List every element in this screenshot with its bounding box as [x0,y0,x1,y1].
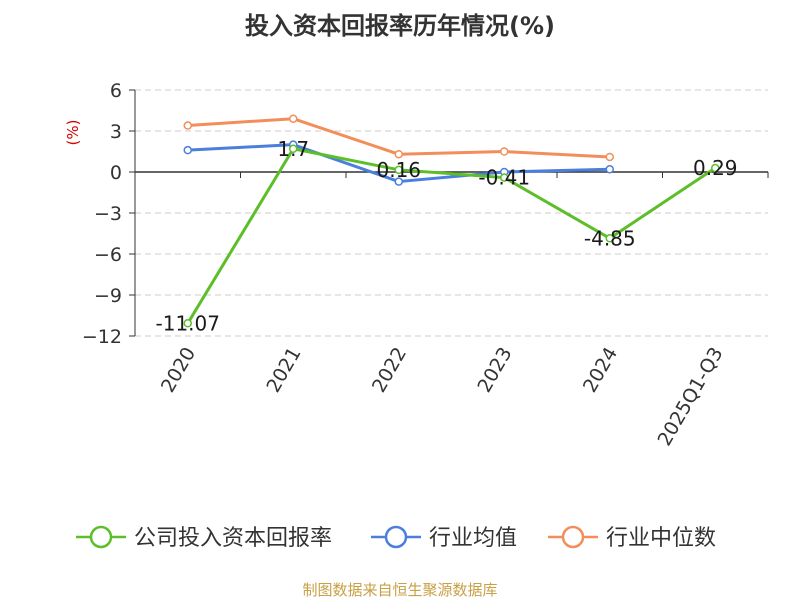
data-point [394,177,403,186]
y-tick-label: −6 [94,244,122,266]
data-point [605,165,614,174]
data-point [394,165,403,175]
axis-layer: 6 3 0 −3 −6 −9 −12 (%) 2020 2021 2022 2023 2024 2025Q… [64,80,769,450]
data-point [183,319,192,328]
data-point [183,145,192,155]
x-tick-label: 2023 [473,344,516,397]
series-layer [183,114,720,328]
y-tick-label: −12 [82,326,122,348]
data-label: 0.29 [693,156,738,180]
data-label: -11.07 [156,311,220,335]
data-label: 1.7 [277,137,309,161]
data-point [500,147,509,156]
legend: 公司投入资本回报率 行业均值 行业中位数 [76,525,716,551]
legend-label: 公司投入资本回报率 [134,526,332,551]
chart-title: 投入资本回报率历年情况(%) [245,12,555,40]
data-point [605,152,614,162]
legend-swatch-marker [561,525,585,549]
x-tick-label: 2022 [368,344,411,397]
y-axis-label: (%) [64,120,82,146]
data-point [605,234,614,243]
y-tick-label: 0 [110,162,122,184]
source-note: 制图数据来自恒生聚源数据库 [302,581,498,599]
data-point [289,144,298,154]
y-tick-label: 3 [110,121,122,143]
data-label: 0.16 [376,158,421,182]
y-tick-label: −9 [94,285,122,307]
data-point [500,173,509,182]
series-line [186,147,717,325]
legend-swatch-marker [89,525,113,549]
grid-layer [135,89,768,337]
x-tick-label: 2025Q1-Q3 [654,344,728,450]
y-tick-label: −3 [94,203,122,225]
data-point [289,114,298,123]
legend-label: 行业中位数 [606,526,716,551]
data-point [394,149,403,159]
data-label: -0.41 [478,166,530,190]
x-tick-label: 2024 [579,344,622,397]
data-label-layer: -11.07 1.7 0.16 -0.41 -4.85 0.29 [156,137,738,336]
data-point [183,121,192,130]
data-label: -4.85 [584,226,636,250]
legend-swatch-marker [384,525,408,549]
x-tick-label: 2021 [262,344,305,397]
x-tick-label: 2020 [157,344,200,397]
data-point [711,163,720,173]
y-tick-label: 6 [110,80,122,102]
legend-label: 行业均值 [429,526,517,551]
